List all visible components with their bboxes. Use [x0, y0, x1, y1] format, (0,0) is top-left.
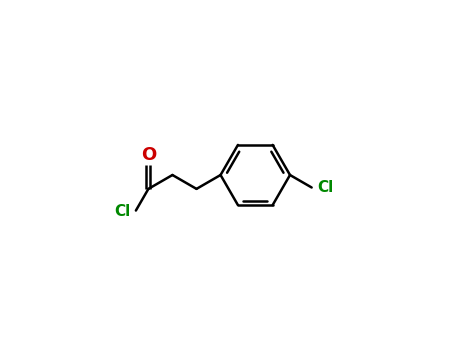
Text: O: O	[141, 146, 156, 164]
Text: Cl: Cl	[114, 204, 131, 219]
Text: Cl: Cl	[317, 180, 333, 195]
